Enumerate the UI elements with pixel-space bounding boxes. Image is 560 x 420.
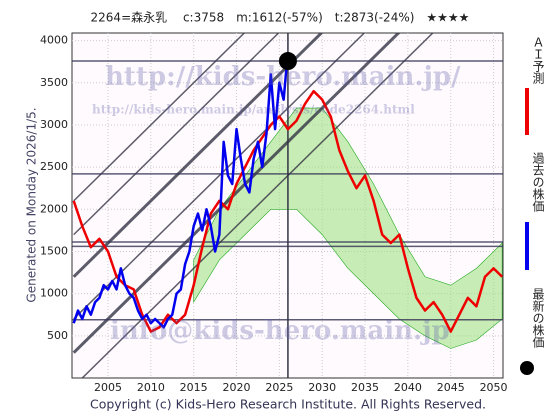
y-tick-label: 4000 <box>40 34 68 47</box>
x-tick-label: 2045 <box>437 381 465 394</box>
x-tick-label: 2010 <box>137 381 165 394</box>
legend-swatch <box>520 361 534 375</box>
generated-note: Generated on Monday 2026/1/5. <box>25 107 39 302</box>
x-tick-label: 2035 <box>351 381 379 394</box>
series-line <box>72 60 289 329</box>
watermark: info@kids-hero.main.jp <box>110 316 450 346</box>
watermark: http://kids-hero.main.jp/analysis/code22… <box>92 103 415 117</box>
latest-point <box>278 52 297 71</box>
x-tick-label: 2025 <box>265 381 293 394</box>
legend-label: ＡＩ予測 <box>531 36 545 85</box>
trend-line <box>73 33 280 236</box>
forecast-band <box>193 107 503 349</box>
y-tick-label: 3500 <box>40 76 68 89</box>
y-tick-label: 1000 <box>40 287 68 300</box>
x-tick-label: 2015 <box>180 381 208 394</box>
x-tick-label: 2050 <box>480 381 508 394</box>
y-tick-label: 500 <box>47 329 68 342</box>
y-tick-label: 1500 <box>40 244 68 257</box>
x-tick-label: 2020 <box>223 381 251 394</box>
x-tick-label: 2030 <box>308 381 336 394</box>
legend-label: 過去の株価 <box>531 152 545 212</box>
chart-title: 2264=森永乳 c:3758 m:1612(-57%) t:2873(-24%… <box>91 10 470 25</box>
trend-line <box>73 33 246 202</box>
y-tick-label: 3000 <box>40 118 68 131</box>
legend-label: 最新の株価 <box>531 288 545 348</box>
x-tick-label: 2005 <box>94 381 122 394</box>
y-tick-label: 2500 <box>40 160 68 173</box>
x-tick-label: 2040 <box>394 381 422 394</box>
y-tick-label: 2000 <box>40 202 68 215</box>
series-line <box>72 89 503 333</box>
copyright: Copyright (c) Kids-Hero Research Institu… <box>90 397 486 412</box>
